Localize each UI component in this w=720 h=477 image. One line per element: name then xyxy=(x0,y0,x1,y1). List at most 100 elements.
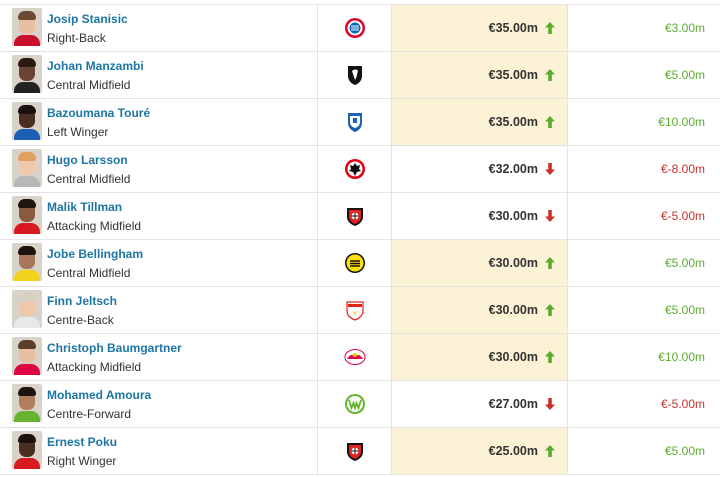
table-row: Josip Stanisic Right-Back €35.00m €3.00m xyxy=(0,5,720,52)
market-value: €30.00m xyxy=(488,209,538,223)
player-name-link[interactable]: Johan Manzambi xyxy=(47,59,144,73)
player-cell: Finn Jeltsch Centre-Back xyxy=(0,287,318,333)
player-cell: Mohamed Amoura Centre-Forward xyxy=(0,381,318,427)
player-avatar[interactable] xyxy=(12,243,42,281)
player-cell: Hugo Larsson Central Midfield xyxy=(0,146,318,192)
market-value: €25.00m xyxy=(488,444,538,458)
arrow-up-icon xyxy=(545,304,555,316)
player-avatar[interactable] xyxy=(12,290,42,328)
value-difference: €10.00m xyxy=(658,115,705,129)
value-difference-cell: €-5.00m xyxy=(568,381,720,427)
value-difference-cell: €-5.00m xyxy=(568,193,720,239)
market-value: €35.00m xyxy=(488,115,538,129)
market-value-cell: €35.00m xyxy=(392,52,568,98)
club-cell[interactable] xyxy=(318,287,392,333)
player-avatar[interactable] xyxy=(12,384,42,422)
table-row: Jobe Bellingham Central Midfield €30.00m… xyxy=(0,240,720,287)
player-position: Centre-Forward xyxy=(47,407,132,421)
value-difference: €3.00m xyxy=(664,21,705,35)
player-position: Central Midfield xyxy=(47,266,131,280)
value-difference: €-8.00m xyxy=(660,162,705,176)
value-difference: €10.00m xyxy=(658,350,705,364)
club-cell[interactable] xyxy=(318,381,392,427)
bayer-leverkusen-crest-icon[interactable] xyxy=(344,440,366,462)
arrow-up-icon xyxy=(545,116,555,128)
club-cell[interactable] xyxy=(318,334,392,380)
arrow-up-icon xyxy=(545,69,555,81)
sc-freiburg-crest-icon[interactable] xyxy=(344,64,366,86)
player-avatar[interactable] xyxy=(12,431,42,469)
table-row: Mohamed Amoura Centre-Forward €27.00m €-… xyxy=(0,381,720,428)
club-cell[interactable] xyxy=(318,240,392,286)
arrow-up-icon xyxy=(545,445,555,457)
market-value-cell: €35.00m xyxy=(392,99,568,145)
player-name-link[interactable]: Hugo Larsson xyxy=(47,153,128,167)
rb-leipzig-crest-icon[interactable] xyxy=(344,346,366,368)
arrow-down-icon xyxy=(545,210,555,222)
player-name-link[interactable]: Christoph Baumgartner xyxy=(47,341,182,355)
club-cell[interactable] xyxy=(318,193,392,239)
player-avatar[interactable] xyxy=(12,55,42,93)
vfb-stuttgart-crest-icon[interactable] xyxy=(344,299,366,321)
market-value-cell: €25.00m xyxy=(392,428,568,474)
hoffenheim-crest-icon[interactable] xyxy=(344,111,366,133)
club-cell[interactable] xyxy=(318,99,392,145)
player-name-link[interactable]: Mohamed Amoura xyxy=(47,388,152,402)
value-difference-cell: €5.00m xyxy=(568,240,720,286)
player-name-link[interactable]: Finn Jeltsch xyxy=(47,294,118,308)
market-value: €32.00m xyxy=(488,162,538,176)
player-name-link[interactable]: Malik Tillman xyxy=(47,200,123,214)
club-cell[interactable] xyxy=(318,5,392,51)
market-value-cell: €27.00m xyxy=(392,381,568,427)
player-avatar[interactable] xyxy=(12,149,42,187)
vfl-wolfsburg-crest-icon[interactable] xyxy=(344,393,366,415)
player-name-link[interactable]: Josip Stanisic xyxy=(47,12,128,26)
table-row: Ernest Poku Right Winger €25.00m €5.00m xyxy=(0,428,720,475)
club-cell[interactable] xyxy=(318,146,392,192)
market-value: €35.00m xyxy=(488,68,538,82)
player-name-link[interactable]: Bazoumana Touré xyxy=(47,106,151,120)
arrow-down-icon xyxy=(545,163,555,175)
value-difference: €5.00m xyxy=(664,303,705,317)
player-position: Central Midfield xyxy=(47,78,131,92)
value-difference-cell: €5.00m xyxy=(568,287,720,333)
arrow-up-icon xyxy=(545,22,555,34)
value-difference-cell: €5.00m xyxy=(568,52,720,98)
value-difference-cell: €-8.00m xyxy=(568,146,720,192)
market-value: €30.00m xyxy=(488,350,538,364)
value-difference-cell: €10.00m xyxy=(568,334,720,380)
player-avatar[interactable] xyxy=(12,8,42,46)
table-body: Josip Stanisic Right-Back €35.00m €3.00m… xyxy=(0,5,720,475)
value-difference: €-5.00m xyxy=(660,397,705,411)
market-value: €30.00m xyxy=(488,303,538,317)
table-row: Hugo Larsson Central Midfield €32.00m €-… xyxy=(0,146,720,193)
table-row: Christoph Baumgartner Attacking Midfield… xyxy=(0,334,720,381)
market-value-cell: €35.00m xyxy=(392,5,568,51)
arrow-down-icon xyxy=(545,398,555,410)
player-position: Right Winger xyxy=(47,454,117,468)
player-avatar[interactable] xyxy=(12,196,42,234)
player-name-link[interactable]: Ernest Poku xyxy=(47,435,118,449)
table-row: Johan Manzambi Central Midfield €35.00m … xyxy=(0,52,720,99)
value-difference: €5.00m xyxy=(664,256,705,270)
market-value: €35.00m xyxy=(488,21,538,35)
player-position: Central Midfield xyxy=(47,172,131,186)
borussia-dortmund-crest-icon[interactable] xyxy=(344,252,366,274)
club-cell[interactable] xyxy=(318,52,392,98)
player-avatar[interactable] xyxy=(12,102,42,140)
value-difference-cell: €5.00m xyxy=(568,428,720,474)
player-cell: Jobe Bellingham Central Midfield xyxy=(0,240,318,286)
club-cell[interactable] xyxy=(318,428,392,474)
arrow-up-icon xyxy=(545,351,555,363)
bayer-leverkusen-crest-icon[interactable] xyxy=(344,205,366,227)
player-avatar[interactable] xyxy=(12,337,42,375)
player-name-link[interactable]: Jobe Bellingham xyxy=(47,247,144,261)
eintracht-frankfurt-crest-icon[interactable] xyxy=(344,158,366,180)
market-value-cell: €30.00m xyxy=(392,193,568,239)
bayern-munich-crest-icon[interactable] xyxy=(344,17,366,39)
market-value-cell: €32.00m xyxy=(392,146,568,192)
value-difference-cell: €3.00m xyxy=(568,5,720,51)
table-row: Finn Jeltsch Centre-Back €30.00m €5.00m xyxy=(0,287,720,334)
market-value: €30.00m xyxy=(488,256,538,270)
player-position: Attacking Midfield xyxy=(47,360,142,374)
